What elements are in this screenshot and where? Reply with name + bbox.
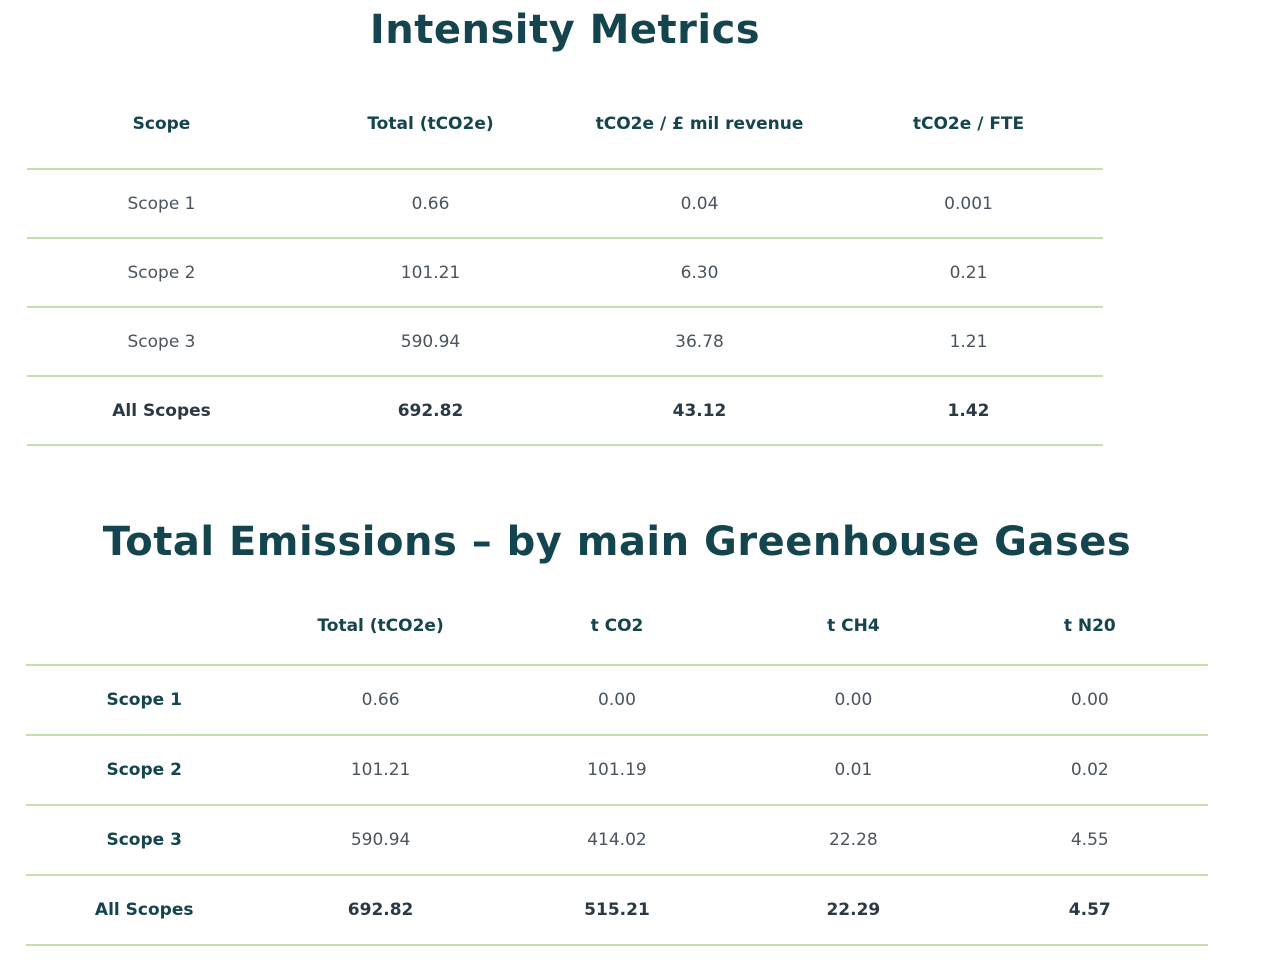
row-label: Scope 3: [26, 804, 263, 875]
cell-value: 0.00: [971, 664, 1208, 735]
row-label: Scope 3: [27, 306, 296, 376]
cell-value: 0.04: [565, 168, 834, 238]
cell-value: 101.21: [296, 237, 565, 307]
cell-value: 4.57: [971, 874, 1208, 946]
row-label: Scope 1: [27, 168, 296, 238]
table-row: Scope 2 101.21 101.19 0.01 0.02: [26, 734, 1208, 805]
cell-value: 6.30: [565, 237, 834, 307]
emissions-report-page: Intensity Metrics Scope Total (tCO2e) tCO2…: [26, 6, 1208, 946]
column-header: [26, 604, 262, 665]
column-header: t CO2: [590, 616, 644, 636]
cell-value: 0.66: [262, 664, 499, 735]
table-row: All Scopes 692.82 515.21 22.29 4.57: [26, 874, 1208, 946]
cell-value: 0.02: [971, 734, 1208, 805]
greenhouse-gases-table: Total (tCO2e) t CO2 t CH4 t N20 Scope 1 0.66 0…: [26, 604, 1208, 946]
column-header: Scope: [132, 114, 191, 134]
cell-value: 414.02: [498, 804, 736, 875]
intensity-metrics-table: Scope Total (tCO2e) tCO2e / £ mil revenue t…: [27, 98, 1103, 446]
table-row: Scope 2 101.21 6.30 0.21: [27, 237, 1103, 307]
cell-value: 36.78: [565, 306, 834, 376]
row-label: All Scopes: [26, 874, 263, 946]
column-header: tCO2e / FTE: [912, 114, 1025, 134]
greenhouse-gases-section: Total Emissions – by main Greenhouse Gas…: [26, 518, 1208, 946]
cell-value: 0.00: [498, 664, 736, 735]
cell-value: 590.94: [262, 804, 499, 875]
cell-value: 101.19: [498, 734, 736, 805]
table-row: Scope 1 0.66 0.04 0.001: [27, 168, 1103, 238]
row-label: Scope 1: [26, 664, 263, 735]
header-row: Total (tCO2e) t CO2 t CH4 t N20: [26, 604, 1208, 665]
header-row: Scope Total (tCO2e) tCO2e / £ mil revenue t…: [27, 98, 1103, 169]
cell-value: 43.12: [565, 375, 834, 446]
column-header: tCO2e / £ mil revenue: [595, 114, 804, 134]
intensity-metrics-section: Intensity Metrics Scope Total (tCO2e) tCO2…: [27, 6, 1103, 446]
column-header: Total (tCO2e): [367, 114, 494, 134]
row-label: Scope 2: [27, 237, 296, 307]
column-header: t CH4: [827, 616, 880, 636]
cell-value: 590.94: [296, 306, 565, 376]
cell-value: 0.21: [834, 237, 1103, 307]
cell-value: 0.01: [735, 734, 972, 805]
cell-value: 515.21: [498, 874, 736, 946]
cell-value: 692.82: [296, 375, 565, 446]
table-row: Scope 3 590.94 36.78 1.21: [27, 306, 1103, 376]
column-header: t N20: [1063, 616, 1116, 636]
cell-value: 22.29: [735, 874, 972, 946]
cell-value: 0.00: [735, 664, 972, 735]
cell-value: 1.42: [834, 375, 1103, 446]
cell-value: 1.21: [834, 306, 1103, 376]
cell-value: 0.001: [834, 168, 1103, 238]
table-row: Scope 3 590.94 414.02 22.28 4.55: [26, 804, 1208, 875]
table-row: Scope 1 0.66 0.00 0.00 0.00: [26, 664, 1208, 735]
row-label: All Scopes: [27, 375, 296, 446]
cell-value: 0.66: [296, 168, 565, 238]
cell-value: 692.82: [262, 874, 499, 946]
cell-value: 22.28: [735, 804, 972, 875]
cell-value: 4.55: [971, 804, 1208, 875]
greenhouse-gases-title: Total Emissions – by main Greenhouse Gas…: [102, 519, 1132, 565]
row-label: Scope 2: [26, 734, 263, 805]
intensity-metrics-title: Intensity Metrics: [369, 7, 761, 53]
column-header: Total (tCO2e): [317, 616, 444, 636]
table-row: All Scopes 692.82 43.12 1.42: [27, 375, 1103, 446]
cell-value: 101.21: [262, 734, 499, 805]
